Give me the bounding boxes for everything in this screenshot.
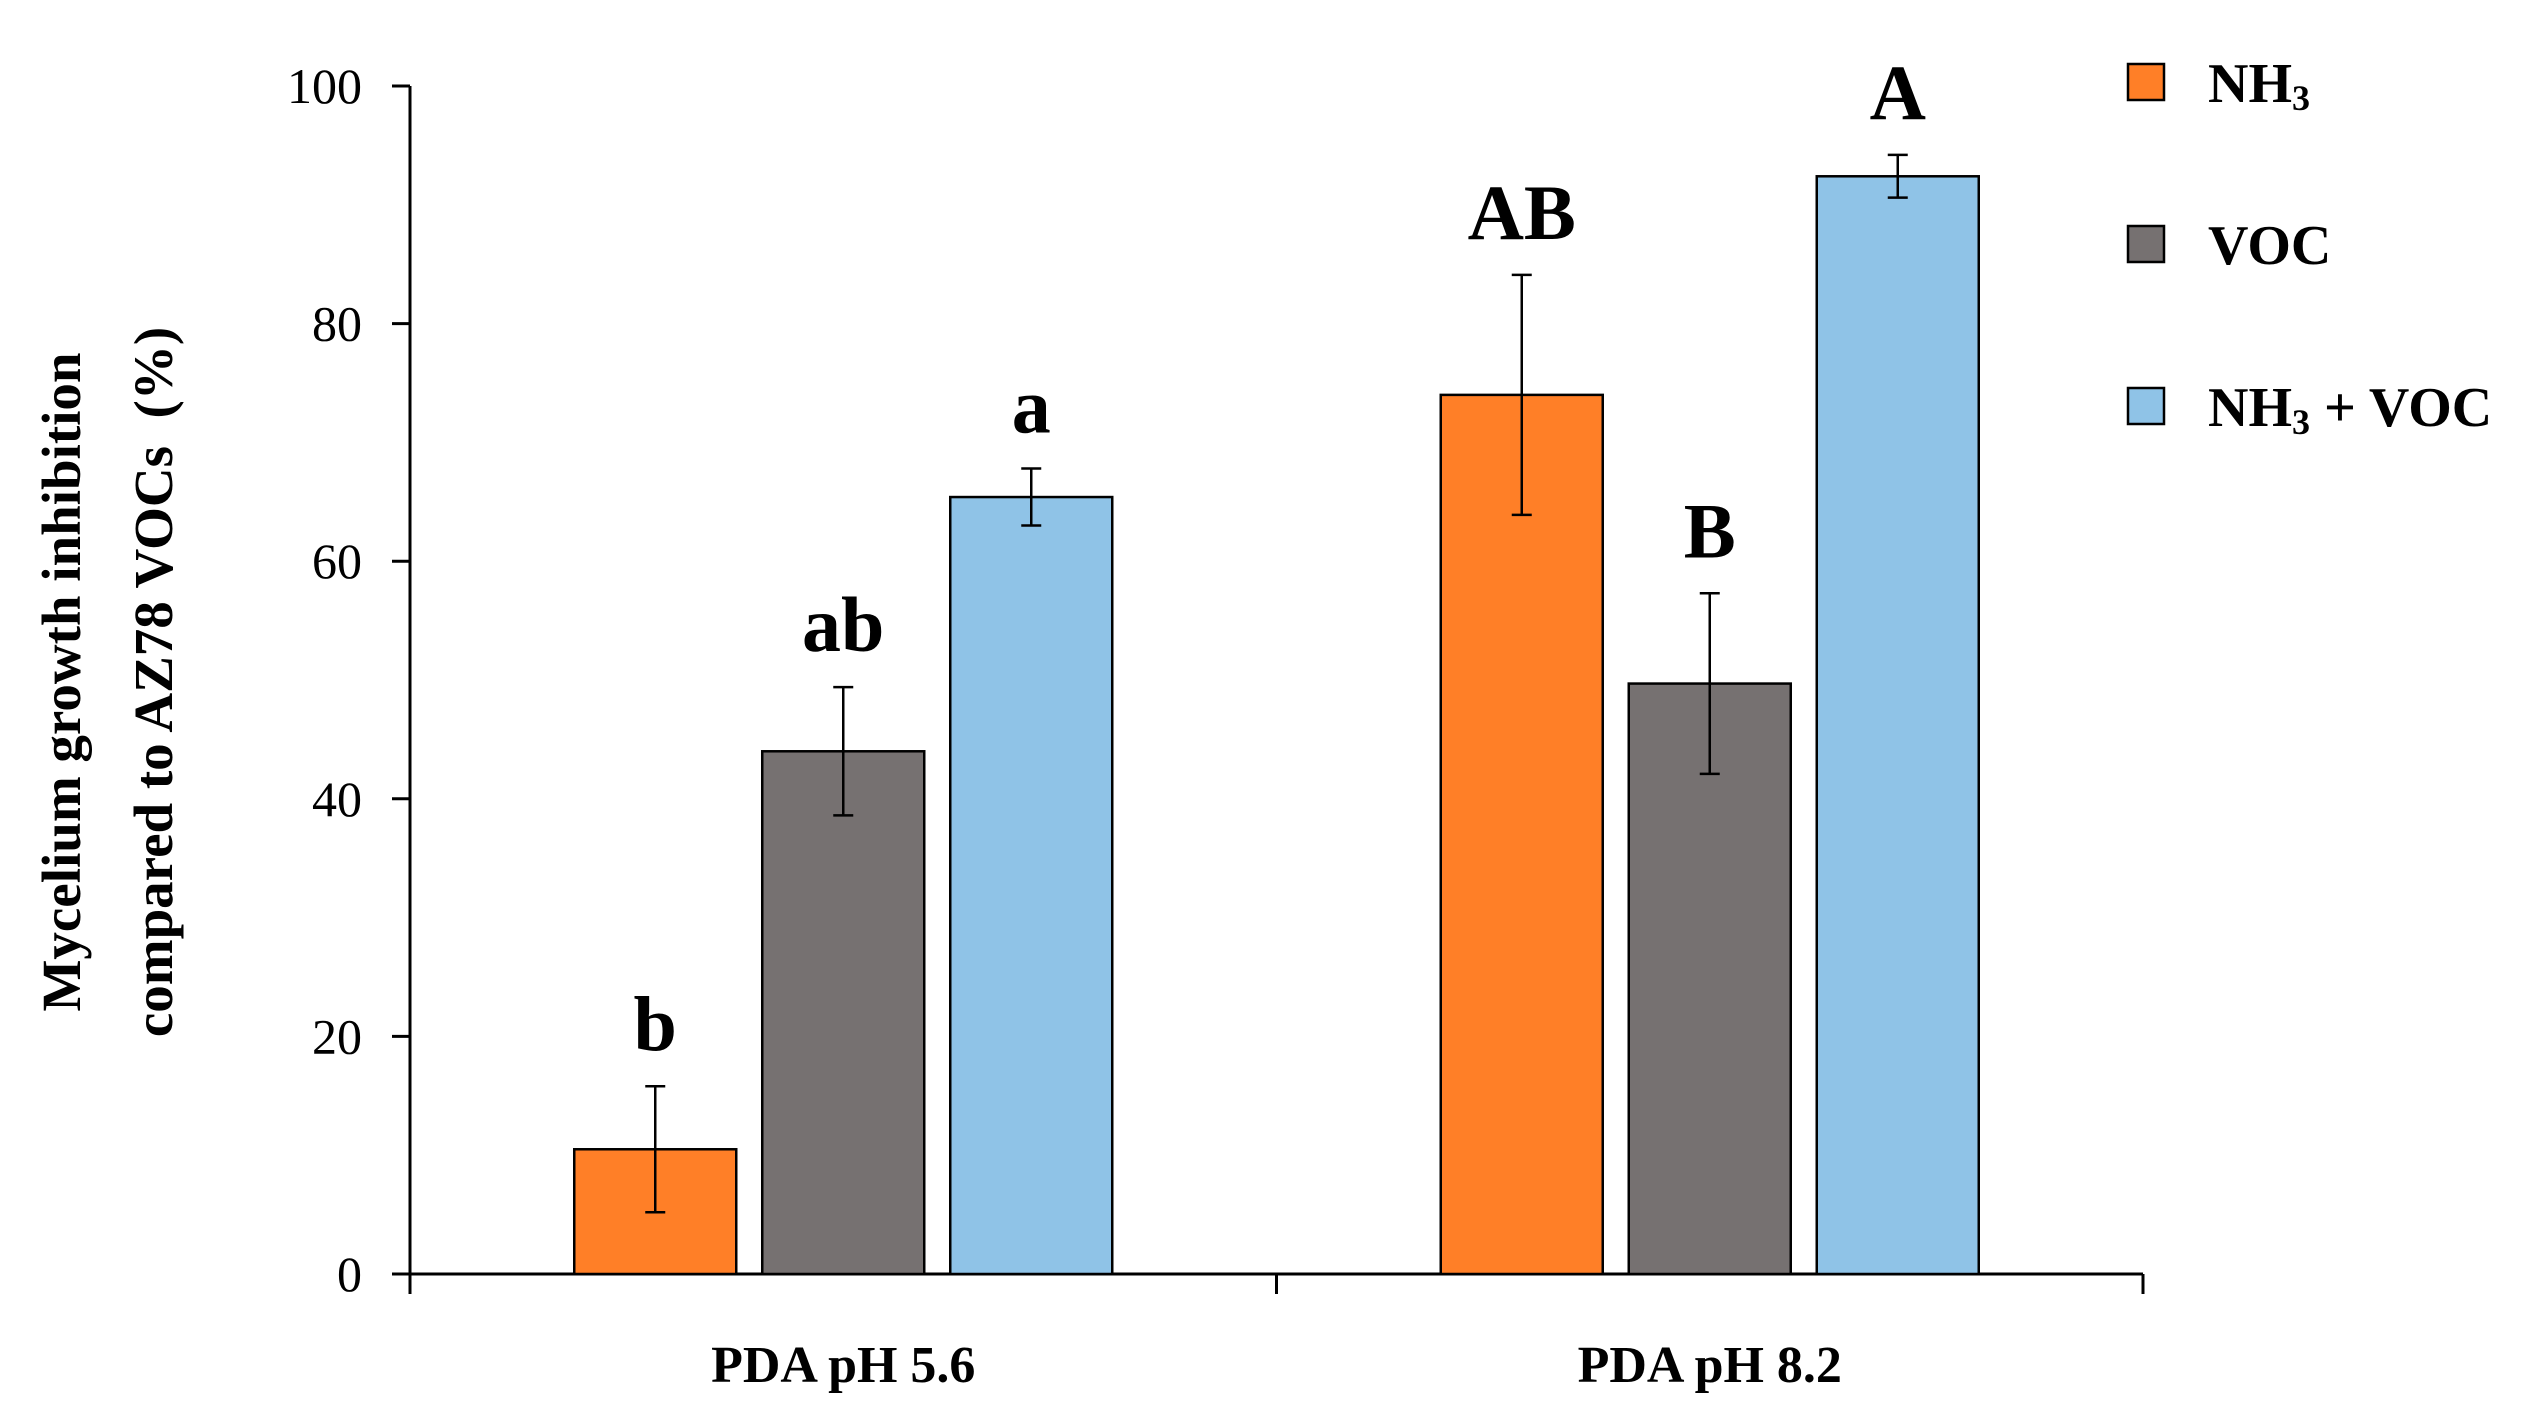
legend-label-suffix: + VOC xyxy=(2310,377,2492,439)
significance-letter: a xyxy=(1012,363,1051,450)
bar xyxy=(1439,393,1604,1276)
legend-label: NH3 xyxy=(2208,53,2310,118)
legend-label: VOC xyxy=(2208,215,2331,277)
y-tick-label: 40 xyxy=(312,771,362,827)
significance-letter: b xyxy=(634,980,677,1067)
legend-swatch xyxy=(2126,224,2166,264)
legend-label: NH3 + VOC xyxy=(2208,377,2492,442)
y-axis-title-line: compared to AZ78 VOCs (%) xyxy=(123,327,184,1037)
legend-label-subscript: 3 xyxy=(2292,402,2310,442)
bar xyxy=(761,750,926,1276)
legend-swatch xyxy=(2126,62,2166,102)
x-category-label: PDA pH 8.2 xyxy=(1578,1337,1842,1394)
significance-letter: ab xyxy=(802,581,884,668)
y-tick-label: 80 xyxy=(312,296,362,352)
significance-letter: A xyxy=(1870,49,1926,136)
significance-letter: AB xyxy=(1468,169,1576,256)
significance-letters: b AB ab Ba A xyxy=(634,49,1926,1067)
bar xyxy=(1815,175,1980,1276)
legend-label-main: VOC xyxy=(2208,215,2331,277)
x-axis: PDA pH 5.6 PDA pH 8.2 xyxy=(408,1272,2145,1394)
error-bars xyxy=(645,153,1908,1214)
legend-label-main: NH xyxy=(2208,53,2292,115)
bar xyxy=(949,495,1114,1276)
y-tick-label: 60 xyxy=(312,533,362,589)
y-tick-label: 0 xyxy=(337,1246,362,1302)
y-tick-label: 100 xyxy=(287,58,362,114)
y-axis-title-line: Mycelium growth inhibition xyxy=(31,352,92,1011)
legend-label-main: NH xyxy=(2208,377,2292,439)
y-tick-label: 20 xyxy=(312,1008,362,1064)
y-axis: 0 20 40 60 80 100 xyxy=(287,58,412,1302)
x-category-label: PDA pH 5.6 xyxy=(711,1337,975,1394)
significance-letter: B xyxy=(1684,487,1736,574)
bars xyxy=(573,175,1980,1276)
bar xyxy=(1627,682,1792,1276)
legend-label-subscript: 3 xyxy=(2292,78,2310,118)
y-axis-title: Mycelium growth inhibition compared to AZ… xyxy=(31,327,184,1037)
legend-swatch xyxy=(2126,386,2166,426)
